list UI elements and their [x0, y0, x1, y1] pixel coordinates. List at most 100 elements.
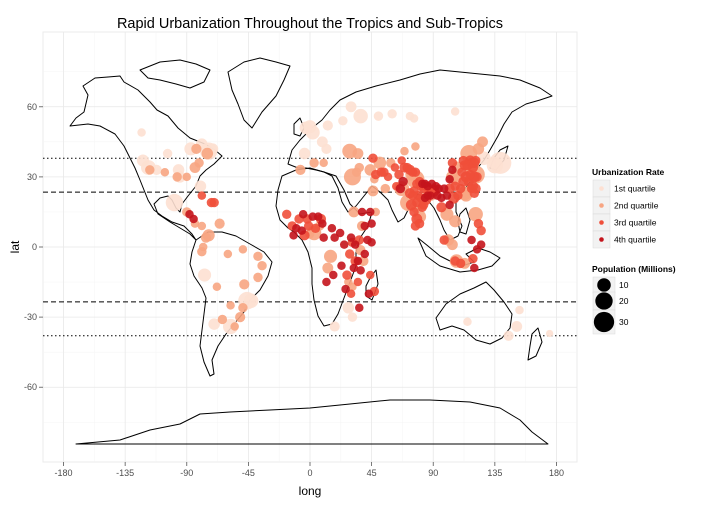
- city-point-q3: [209, 197, 219, 208]
- x-tick-label: -45: [242, 468, 255, 478]
- city-point-q2: [191, 143, 202, 154]
- city-point-q1: [515, 305, 524, 315]
- city-point-q1: [194, 180, 207, 192]
- city-point-q4: [353, 256, 363, 266]
- city-point-q2: [212, 282, 222, 291]
- size-legend-title: Population (Millions): [592, 264, 676, 274]
- city-point-q4: [364, 289, 374, 298]
- city-point-q3: [473, 218, 484, 229]
- city-point-q3: [410, 221, 421, 231]
- city-point-q4: [367, 219, 376, 228]
- city-point-q1: [486, 157, 504, 174]
- city-point-q2: [145, 165, 155, 175]
- city-point-q1: [329, 321, 340, 332]
- city-point-q2: [160, 167, 170, 177]
- new-zealand-outline: [527, 327, 543, 361]
- city-point-q1: [342, 302, 355, 314]
- city-point-q3: [353, 277, 363, 287]
- city-point-q2: [230, 322, 239, 331]
- city-point-q3: [197, 191, 207, 200]
- city-point-q4: [439, 184, 449, 193]
- city-point-q4: [360, 221, 370, 231]
- x-tick-label: -180: [55, 468, 73, 478]
- city-point-q3: [404, 164, 416, 175]
- y-tick-label: -30: [24, 312, 37, 322]
- city-point-q4: [298, 210, 308, 219]
- city-point-q3: [397, 156, 406, 165]
- size-legend-dot: [595, 292, 613, 310]
- city-point-q2: [449, 215, 462, 228]
- city-point-q3: [394, 169, 404, 180]
- city-point-q2: [182, 172, 192, 182]
- city-point-q4: [329, 270, 338, 280]
- city-point-q3: [342, 270, 352, 280]
- australia-outline: [435, 281, 513, 345]
- city-point-q4: [349, 263, 359, 273]
- legend: Urbanization Rate 1st quartile 2nd quarti…: [592, 167, 676, 335]
- city-point-q2: [239, 279, 250, 290]
- city-point-q2: [194, 158, 204, 168]
- city-point-q4: [330, 233, 339, 242]
- city-point-q4: [365, 207, 375, 217]
- city-point-q1: [511, 321, 523, 332]
- city-point-q2: [235, 312, 246, 323]
- city-point-q2: [257, 260, 267, 271]
- city-point-q4: [289, 231, 298, 240]
- y-tick-label: 0: [32, 242, 37, 252]
- city-point-q3: [436, 202, 447, 213]
- color-legend-entries: 1st quartile 2nd quartile 3rd quartile 4th …: [592, 179, 659, 249]
- size-legend-entries: 10 20 30: [592, 276, 629, 335]
- color-legend-dot: [599, 220, 604, 225]
- city-point-q1: [208, 318, 220, 330]
- city-point-q3: [450, 256, 460, 266]
- size-legend-dot: [593, 311, 615, 333]
- canada-islands-outline: [139, 59, 211, 89]
- city-point-q4: [355, 303, 364, 313]
- color-legend-label: 3rd quartile: [614, 218, 657, 228]
- city-point-q4: [341, 284, 350, 294]
- city-point-q2: [253, 251, 263, 262]
- city-point-q1: [137, 128, 146, 137]
- world-map: [69, 57, 553, 445]
- city-point-q3: [470, 183, 481, 194]
- city-point-q4: [467, 235, 476, 245]
- x-tick-label: 0: [307, 468, 312, 478]
- city-point-q4: [350, 240, 360, 249]
- city-point-q2: [217, 314, 228, 325]
- city-point-q4: [297, 226, 307, 235]
- city-point-q2: [226, 301, 235, 310]
- size-legend-dot: [597, 278, 611, 292]
- city-point-q1: [545, 329, 554, 338]
- city-point-q2: [352, 148, 364, 159]
- city-point-q3: [468, 253, 478, 264]
- city-point-q1: [322, 120, 333, 131]
- x-tick-label: -135: [116, 468, 134, 478]
- madagascar-outline: [365, 269, 379, 301]
- city-point-q4: [308, 212, 317, 221]
- southeast-asia-islands-outline: [417, 237, 501, 273]
- chart-title: Rapid Urbanization Throughout the Tropic…: [117, 16, 503, 32]
- city-point-q1: [405, 111, 415, 121]
- color-legend-label: 4th quartile: [614, 235, 656, 245]
- x-axis-label: long: [299, 484, 322, 498]
- city-point-q2: [380, 183, 391, 194]
- city-point-q2: [367, 185, 379, 197]
- color-legend-label: 1st quartile: [614, 184, 656, 194]
- city-point-q3: [439, 235, 449, 245]
- y-tick-label: 60: [27, 102, 37, 112]
- south-america-outline: [189, 231, 273, 377]
- city-point-q1: [353, 108, 368, 124]
- color-legend-label: 2nd quartile: [614, 201, 659, 211]
- x-tick-label: 135: [487, 468, 502, 478]
- city-point-q1: [345, 101, 357, 113]
- color-legend-dot: [599, 186, 604, 191]
- city-point-q4: [448, 165, 457, 175]
- city-point-q2: [197, 221, 207, 231]
- city-point-q2: [343, 168, 361, 186]
- city-point-q1: [162, 148, 173, 159]
- city-point-q2: [197, 246, 207, 257]
- city-point-q1: [450, 107, 460, 116]
- city-point-q1: [387, 109, 397, 119]
